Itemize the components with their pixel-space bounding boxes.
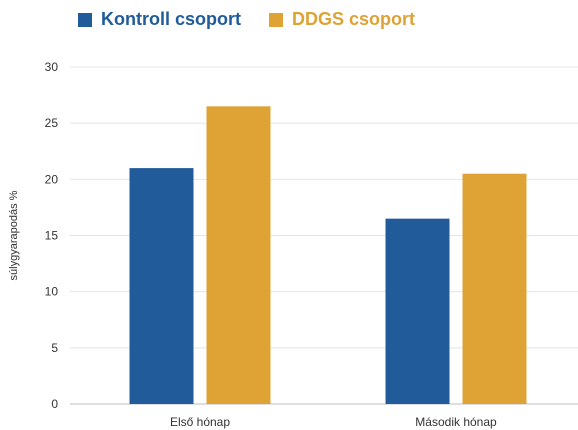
y-tick-label-30: 30 [45, 60, 59, 74]
legend: Kontroll csoport DDGS csoport [78, 9, 415, 30]
legend-swatch-control [78, 12, 92, 27]
legend-item-control: Kontroll csoport [78, 9, 241, 30]
y-axis-label: súlygyarapodás % [8, 190, 20, 280]
y-tick-label-25: 25 [45, 116, 59, 130]
legend-label-control: Kontroll csoport [101, 9, 241, 29]
y-tick-label-15: 15 [45, 229, 59, 243]
y-tick-label-10: 10 [45, 285, 59, 299]
bar-ddgs-1 [206, 106, 271, 405]
y-tick-label-0: 0 [51, 397, 58, 411]
x-tick-label-2: Második hónap [415, 415, 497, 429]
legend-label-ddgs: DDGS csoport [292, 9, 416, 29]
bar-control-1 [129, 168, 194, 404]
bar-ddgs-2 [462, 173, 527, 404]
bar-control-2 [385, 218, 450, 404]
legend-item-ddgs: DDGS csoport [269, 9, 415, 30]
y-tick-label-20: 20 [45, 172, 59, 186]
y-tick-label-5: 5 [51, 341, 58, 355]
x-tick-label-1: Első hónap [170, 415, 230, 429]
legend-swatch-ddgs [269, 12, 283, 27]
